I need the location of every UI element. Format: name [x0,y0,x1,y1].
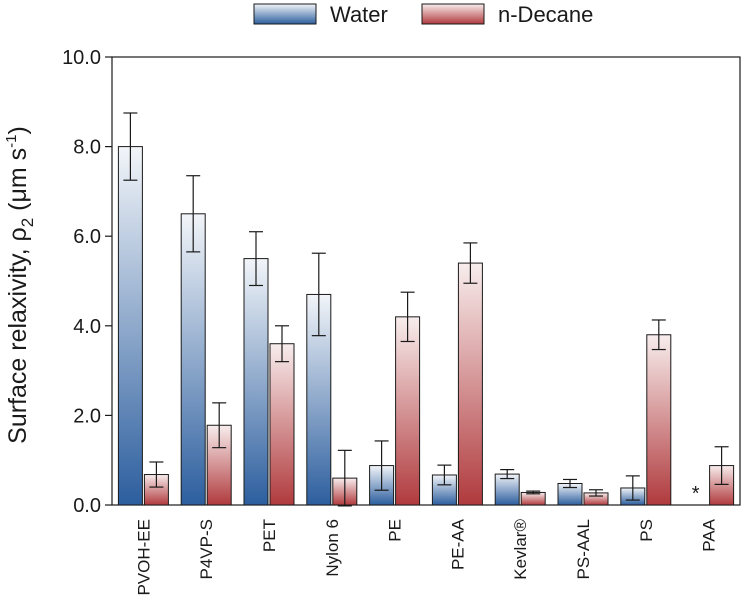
bar-water-pvoh-ee [117,146,143,506]
legend-swatch-n-decane [421,3,485,25]
y-tick-label: 2.0 [73,405,101,427]
bar-n-decane-pe [395,316,421,506]
error-bar-water-nylon-6 [311,252,326,337]
error-bar-water-p4vp-s [186,175,201,253]
y-axis-title-unit-superscript: -1 [3,134,20,147]
legend-label-n-decane: n-Decane [498,2,593,27]
category-label-pet: PET [260,519,279,552]
bar-water-pet [243,258,269,506]
y-tick-label: 6.0 [73,226,101,248]
error-bar-n-decane-paa [714,446,729,485]
category-label-pvoh-ee: PVOH-EE [134,519,153,596]
bar-n-decane-ps [646,334,672,506]
y-tick-label: 8.0 [73,137,101,159]
bar-water-p4vp-s [180,213,206,506]
error-bar-water-kevlar [500,469,515,480]
plot-frame [111,56,741,506]
error-bar-n-decane-pvoh-ee [149,461,164,488]
plot-area: 0.0 2.0 4.0 6.0 8.0 10.0 PVOH-EE P4VP-S PET Nylon… [62,47,741,596]
error-bar-n-decane-nylon-6 [337,449,352,507]
error-bar-n-decane-ps [651,319,666,351]
error-bar-water-ps [625,475,640,501]
category-label-nylon-6: Nylon 6 [323,519,342,577]
y-axis-title-unit-close: ) [4,126,32,134]
y-axis-title-subscript: 2 [18,218,37,227]
error-bar-n-decane-ps-aal [589,489,603,497]
error-bar-n-decane-pe-aa [463,242,478,284]
error-bar-n-decane-pet [275,325,289,363]
category-label-pe-aa: PE-AA [448,518,467,570]
legend-label-water: Water [330,2,388,27]
bar-water-kevlar [494,473,520,506]
category-label-pe: PE [386,519,405,542]
error-bar-n-decane-p4vp-s [212,402,227,449]
y-tick-label: 0.0 [73,495,101,517]
error-bar-water-pet [249,231,263,287]
category-label-kevlar: Kevlar® [511,519,530,580]
y-tick-label: 4.0 [73,316,101,338]
bar-n-decane-pet [269,343,295,506]
y-tick-label: 10.0 [62,47,101,69]
legend-swatch-water [253,3,317,25]
category-label-paa: PAA [700,518,719,551]
category-label-p4vp-s: P4VP-S [197,519,216,579]
error-bar-water-pvoh-ee [123,112,138,181]
annotation-paa: * [692,483,700,505]
error-bar-n-decane-pe [400,291,415,343]
error-bar-water-pe [374,440,389,491]
y-axis-title: Surface relaxivity, ρ2 (μm s-1) [3,126,37,444]
y-axis-title-unit-open: (μm s [4,148,32,218]
error-bar-water-ps-aal [563,478,577,489]
y-axis-title-main: Surface relaxivity, ρ [4,227,32,444]
bar-n-decane-pe-aa [457,262,483,506]
error-bar-water-pe-aa [437,464,452,486]
error-bar-n-decane-kevlar [526,490,541,495]
legend: Water n-Decane [253,2,593,27]
category-label-ps-aal: PS-AAL [574,519,593,579]
category-label-ps: PS [637,519,656,542]
